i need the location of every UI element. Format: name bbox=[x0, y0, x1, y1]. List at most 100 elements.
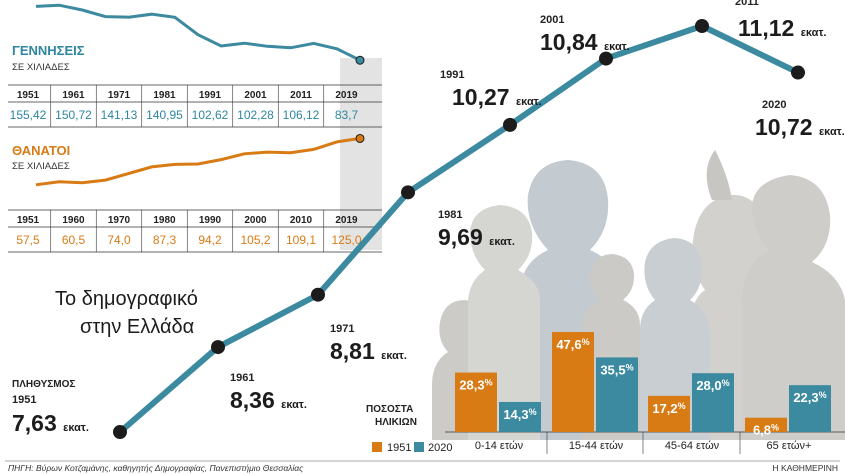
population-year-label: 2011 bbox=[735, 0, 759, 8]
publisher-credit: Η ΚΑΘΗΜΕΡΙΝΗ bbox=[773, 463, 838, 473]
population-year-label: 2020 bbox=[762, 99, 786, 111]
age-bar-2020 bbox=[499, 401, 541, 432]
births-subtitle: ΣΕ ΧΙΛΙΑΔΕΣ bbox=[12, 62, 70, 73]
age-category-label: 0-14 ετών bbox=[475, 440, 524, 452]
table-value: 155,42 bbox=[10, 108, 47, 122]
population-year-label: 2001 bbox=[540, 14, 564, 26]
table-value: 102,62 bbox=[192, 108, 229, 122]
deaths-title: ΘΑΝΑΤΟΙ bbox=[12, 143, 70, 158]
population-year-label: 1991 bbox=[440, 69, 464, 81]
population-value-label: 10,72 εκατ. bbox=[755, 114, 845, 140]
table-year: 2000 bbox=[244, 215, 267, 226]
table-value: 125,0 bbox=[331, 233, 361, 247]
age-bar-value: 14,3% bbox=[503, 407, 536, 422]
legend-swatch-1951 bbox=[372, 442, 382, 452]
highlight-band bbox=[340, 58, 382, 250]
population-year-label: 1951 bbox=[12, 394, 36, 406]
population-value-label: 8,36 εκατ. bbox=[230, 387, 307, 413]
population-value-label: 10,84 εκατ. bbox=[540, 29, 630, 55]
age-bar-value: 35,5% bbox=[600, 362, 633, 377]
births-sparkline bbox=[35, 3, 361, 62]
table-value: 105,2 bbox=[240, 233, 270, 247]
age-bar-2020 bbox=[596, 357, 638, 432]
table-value: 94,2 bbox=[198, 233, 222, 247]
table-year: 1980 bbox=[153, 215, 176, 226]
population-value-label: 7,63 εκατ. bbox=[12, 410, 89, 436]
table-year: 1951 bbox=[17, 215, 40, 226]
table-year: 1951 bbox=[17, 90, 40, 101]
people-silhouettes bbox=[420, 150, 845, 440]
table-year: 2001 bbox=[244, 90, 267, 101]
table-year: 1991 bbox=[199, 90, 222, 101]
births-table: 1951 155,42 1961 150,72 1971 141,13 1981 140,95… bbox=[10, 85, 359, 127]
table-year: 2019 bbox=[335, 215, 358, 226]
population-points bbox=[113, 19, 805, 439]
title-line-1: Το δημογραφικό bbox=[55, 288, 198, 310]
table-year: 1970 bbox=[108, 215, 131, 226]
population-point-1981 bbox=[401, 185, 415, 200]
age-bar-1951 bbox=[648, 395, 690, 432]
population-title: ΠΛΗΘΥΣΜΟΣ bbox=[12, 379, 75, 390]
age-bar-2020 bbox=[789, 385, 831, 432]
deaths-subtitle: ΣΕ ΧΙΛΙΑΔΕΣ bbox=[12, 161, 70, 172]
population-value-label: 10,27 εκατ. bbox=[452, 84, 542, 110]
age-bar-1951 bbox=[455, 372, 497, 432]
population-point-1951 bbox=[113, 425, 127, 439]
age-bar-2020 bbox=[692, 373, 734, 432]
births-title: ΓΕΝΝΗΣΕΙΣ bbox=[12, 43, 85, 58]
table-value: 57,5 bbox=[16, 233, 40, 247]
population-labels: 1951 7,63 εκατ. 1961 8,36 εκατ. 1971 8,81 εκα… bbox=[12, 0, 845, 436]
population-point-1971 bbox=[311, 287, 325, 302]
population-year-label: 1971 bbox=[330, 323, 354, 335]
table-value: 74,0 bbox=[107, 233, 131, 247]
table-year: 1961 bbox=[62, 90, 85, 101]
table-year: 1960 bbox=[62, 215, 85, 226]
table-value: 87,3 bbox=[153, 233, 177, 247]
population-value-label: 8,81 εκατ. bbox=[330, 338, 407, 364]
table-year: 2019 bbox=[335, 90, 358, 101]
table-year: 1990 bbox=[199, 215, 222, 226]
deaths-endpoint bbox=[355, 133, 365, 143]
age-bar-1951 bbox=[745, 417, 787, 432]
table-value: 140,95 bbox=[146, 108, 183, 122]
age-bar-value: 22,3% bbox=[793, 390, 826, 405]
source-note: ΠΗΓΗ: Βύρων Κοτζαμάνης, καθηγητής Δημογρ… bbox=[8, 463, 304, 473]
table-year: 2011 bbox=[290, 90, 312, 101]
age-bar-value: 47,6% bbox=[556, 337, 589, 352]
age-category-label: 65 ετών+ bbox=[767, 440, 812, 452]
age-bar-value: 28,0% bbox=[696, 378, 729, 393]
population-year-label: 1961 bbox=[230, 372, 254, 384]
population-point-2011 bbox=[695, 19, 709, 33]
age-title-line1: ΠΟΣΟΣΤΑ bbox=[366, 404, 413, 415]
age-bar-chart: 28,3% 14,3% 0-14 ετών 47,6% 35,5% 15-44 ετών 1… bbox=[445, 332, 845, 454]
silhouette-ponytail bbox=[706, 150, 732, 200]
table-value: 141,13 bbox=[101, 108, 138, 122]
deaths-table: 1951 57,5 1960 60,5 1970 74,0 1980 87,3 1990 94,2… bbox=[16, 210, 362, 252]
age-category-label: 45-64 ετών bbox=[665, 440, 720, 452]
deaths-sparkline bbox=[35, 136, 361, 187]
births-endpoint bbox=[355, 55, 365, 65]
population-point-2020 bbox=[791, 65, 805, 80]
age-bar-value: 17,2% bbox=[652, 401, 685, 416]
table-value: 106,12 bbox=[283, 108, 320, 122]
table-value: 60,5 bbox=[62, 233, 86, 247]
population-point-2001 bbox=[599, 51, 613, 66]
table-year: 1971 bbox=[108, 90, 131, 101]
legend-swatch-2020 bbox=[414, 442, 424, 452]
table-value: 150,72 bbox=[55, 108, 92, 122]
title-line-2: στην Ελλάδα bbox=[80, 316, 194, 338]
population-year-label: 1981 bbox=[438, 209, 462, 221]
legend-label-2020: 2020 bbox=[428, 442, 452, 454]
table-value: 83,7 bbox=[335, 108, 359, 122]
population-point-1961 bbox=[211, 340, 225, 355]
age-category-label: 15-44 ετών bbox=[569, 440, 624, 452]
population-point-1991 bbox=[503, 117, 517, 132]
population-value-label: 11,12 εκατ. bbox=[738, 15, 826, 41]
legend-label-1951: 1951 bbox=[387, 442, 411, 454]
age-bar-1951 bbox=[552, 332, 594, 432]
table-value: 102,28 bbox=[237, 108, 274, 122]
population-line bbox=[118, 23, 800, 435]
age-bar-value: 28,3% bbox=[459, 378, 492, 393]
table-value: 109,1 bbox=[286, 233, 316, 247]
